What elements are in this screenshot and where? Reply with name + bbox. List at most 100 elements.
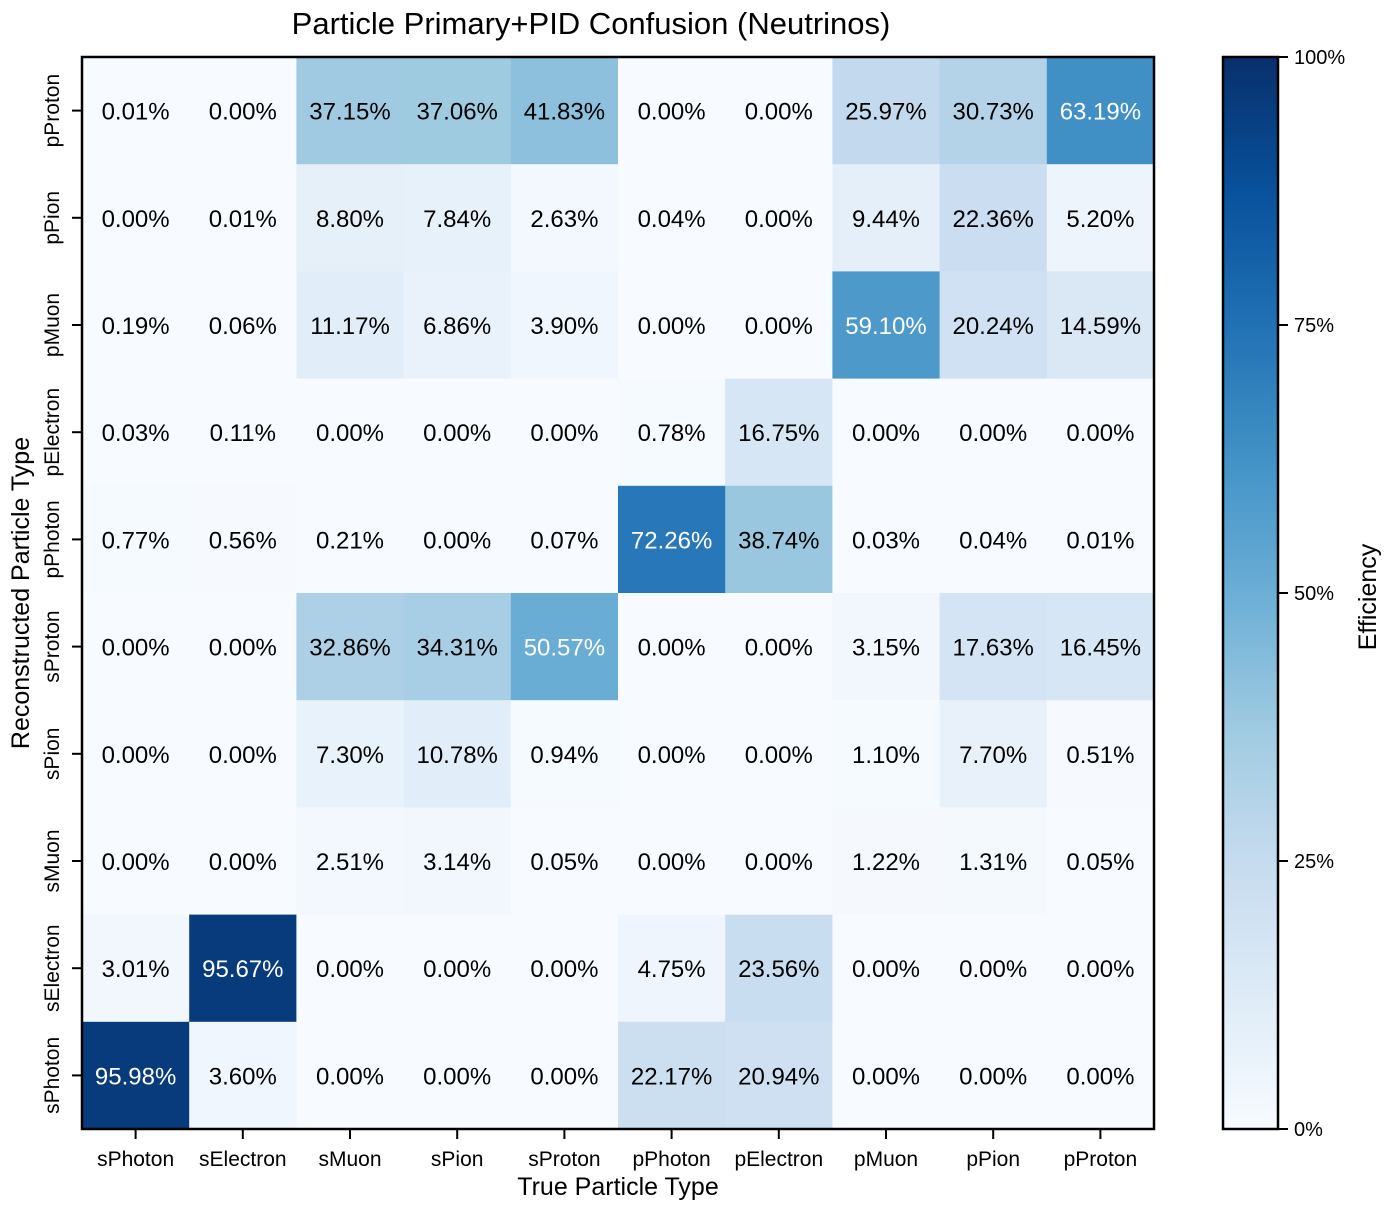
heatmap-cell (296, 57, 405, 165)
heatmap-cell (618, 1021, 726, 1130)
heatmap-cell (296, 700, 405, 808)
cell-value-label: 0.11% (210, 420, 276, 447)
heatmap-cell (1046, 807, 1155, 916)
heatmap-cells (82, 57, 1155, 1130)
heatmap-cell (403, 378, 512, 487)
heatmap-cell (832, 914, 941, 1023)
heatmap-cell (510, 914, 619, 1023)
cell-value-label: 0.00% (102, 635, 170, 662)
cell-value-label: 34.31% (416, 635, 497, 662)
heatmap-cell (296, 378, 405, 487)
cell-value-label: 0.01% (102, 99, 170, 126)
cell-value-label: 11.17% (310, 313, 390, 340)
heatmap-cell (939, 807, 1048, 916)
heatmap-cell (832, 700, 941, 808)
cell-value-label: 23.56% (738, 956, 819, 983)
cell-value-label: 0.00% (638, 849, 706, 876)
cell-value-label: 0.51% (1066, 742, 1134, 769)
heatmap-cell (189, 378, 297, 487)
heatmap-cell (1046, 593, 1155, 701)
heatmap-cell (725, 914, 833, 1023)
heatmap-cell (82, 807, 190, 916)
heatmap-cell (82, 914, 190, 1023)
heatmap-cell (82, 700, 190, 808)
heatmap-cell (725, 164, 833, 272)
cell-value-label: 1.22% (852, 849, 920, 876)
x-tick-label: sElectron (199, 1148, 287, 1171)
colorbar-tick-label: 0% (1294, 1119, 1323, 1141)
x-tick-label: pProton (1064, 1148, 1138, 1171)
cell-value-label: 0.21% (316, 527, 384, 554)
y-tick-label: pPhoton (41, 500, 64, 578)
heatmap-cell (618, 914, 726, 1023)
cell-value-label: 95.67% (202, 956, 283, 983)
cell-value-label: 0.00% (852, 1063, 920, 1090)
heatmap-cell (296, 164, 405, 272)
x-tick-label: sProton (528, 1148, 600, 1171)
cell-value-label: 8.80% (316, 206, 384, 233)
heatmap-cell (296, 1021, 405, 1130)
heatmap-cell (1046, 485, 1155, 594)
heatmap-cell (82, 593, 190, 701)
colorbar (1221, 55, 1280, 1131)
cell-value-label: 22.36% (952, 206, 1033, 233)
cell-value-label: 3.14% (423, 849, 491, 876)
cell-value-label: 0.00% (530, 956, 598, 983)
cell-value-label: 7.70% (959, 742, 1027, 769)
heatmap-cell (618, 164, 726, 272)
cell-value-label: 0.00% (530, 420, 598, 447)
cell-value-label: 0.04% (959, 527, 1027, 554)
y-tick-label: pProton (41, 74, 64, 148)
heatmap-cell (725, 271, 833, 380)
heatmap-cell (510, 485, 619, 594)
cell-value-label: 0.00% (423, 527, 491, 554)
y-tick-label: sMuon (41, 829, 64, 892)
colorbar-tick-label: 75% (1294, 315, 1334, 337)
heatmap-cell (1046, 378, 1155, 487)
cell-value-label: 37.06% (416, 99, 497, 126)
heatmap-cell (832, 164, 941, 272)
cell-value-label: 16.75% (738, 420, 819, 447)
cell-value-label: 0.00% (209, 742, 277, 769)
heatmap-cell (618, 57, 726, 165)
y-tick-label: sPion (41, 728, 64, 781)
heatmap-cell (832, 57, 941, 165)
y-tick-label: pMuon (41, 293, 64, 357)
cell-value-label: 25.97% (845, 99, 926, 126)
heatmap-cell (832, 271, 941, 380)
cell-value-label: 10.78% (416, 742, 497, 769)
heatmap-cell (82, 164, 190, 272)
cell-value-label: 0.00% (745, 206, 813, 233)
cell-value-label: 32.86% (309, 635, 390, 662)
heatmap-cell (939, 1021, 1048, 1130)
x-axis-label: True Particle Type (517, 1173, 718, 1201)
heatmap-cell (82, 271, 190, 380)
heatmap-cell (1046, 271, 1155, 380)
x-axis-ticks: sPhoton sElectron sMuon sPion sProton pPhoton… (97, 1129, 1137, 1171)
heatmap-cell (296, 485, 405, 594)
heatmap-cell (618, 485, 726, 594)
cell-value-label: 95.98% (95, 1063, 176, 1090)
heatmap-cell (725, 57, 833, 165)
heatmap-cell (725, 700, 833, 808)
heatmap-cell (510, 807, 619, 916)
heatmap-cell (403, 914, 512, 1023)
cell-value-label: 0.00% (1066, 1063, 1134, 1090)
heatmap-cell (189, 485, 297, 594)
cell-value-label: 0.00% (530, 1063, 598, 1090)
cell-value-label: 2.63% (530, 206, 598, 233)
heatmap-cell (510, 57, 619, 165)
y-axis-ticks: pProton pPion pMuon pElectron pPhoton sProton… (41, 74, 82, 1114)
heatmap-cell (82, 378, 190, 487)
cell-value-label: 7.84% (423, 206, 491, 233)
cell-value-label: 41.83% (524, 99, 605, 126)
x-tick-label: sPhoton (97, 1148, 174, 1171)
heatmap-cell (725, 1021, 833, 1130)
cell-value-label: 0.94% (530, 742, 598, 769)
cell-value-label: 16.45% (1060, 635, 1141, 662)
cell-value-label: 37.15% (309, 99, 390, 126)
cell-value-label: 0.00% (209, 99, 277, 126)
cell-value-label: 0.00% (209, 849, 277, 876)
heatmap-cell (939, 57, 1048, 165)
cell-value-label: 4.75% (638, 956, 706, 983)
